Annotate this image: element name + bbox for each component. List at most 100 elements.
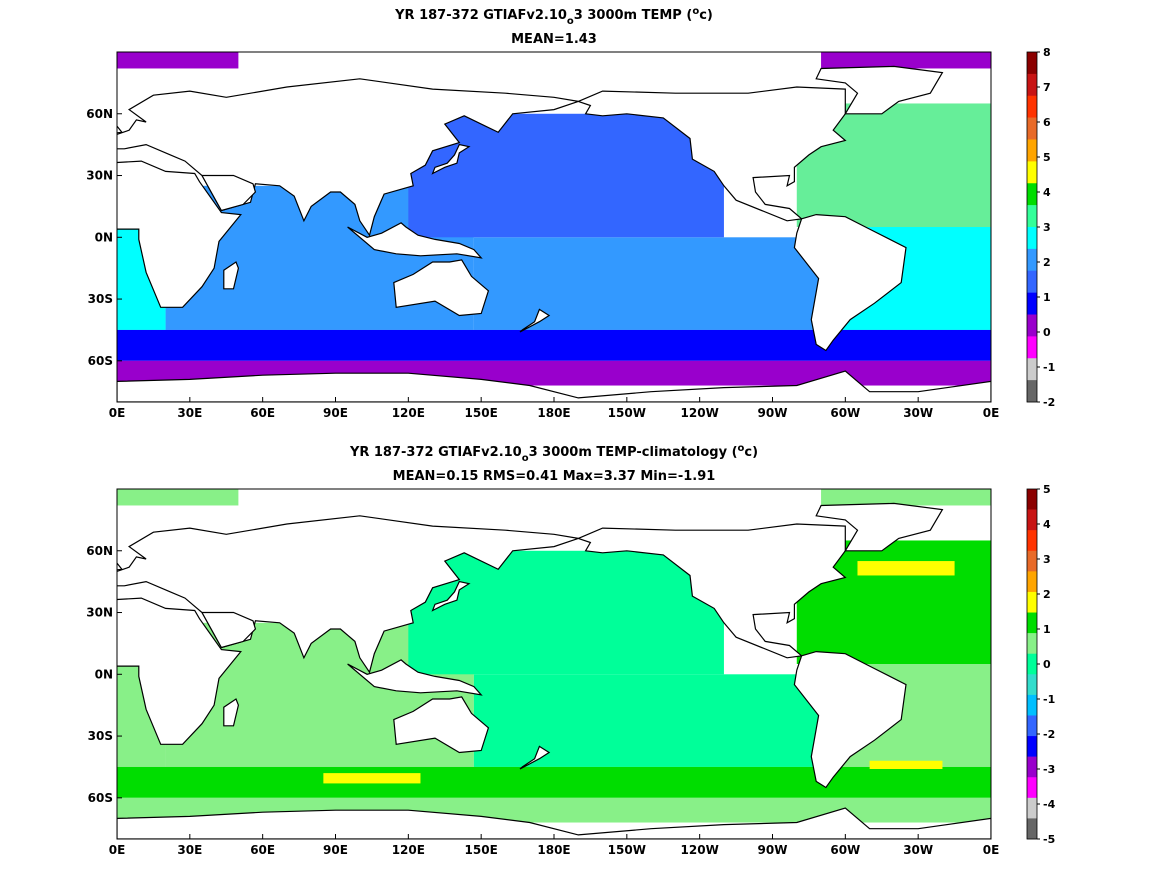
- bottom-colorbar-label: -3: [1043, 763, 1055, 776]
- top-colorbar-swatch: [1027, 336, 1037, 359]
- top-land-australia: [393, 259, 490, 317]
- top-title-line2: MEAN=1.43: [511, 32, 597, 47]
- bottom-xtick-label: 150E: [465, 843, 498, 857]
- top-colorbar-label: -2: [1043, 396, 1055, 409]
- top-land-japan: [431, 143, 471, 175]
- bottom-colorbar-label: 5: [1043, 483, 1051, 496]
- bottom-title-line2: MEAN=0.15 RMS=0.41 Max=3.37 Min=-1.91: [393, 469, 716, 484]
- top-xtick-label: 150W: [608, 406, 646, 420]
- top-colorbar-label: 6: [1043, 116, 1051, 129]
- bottom-ocean-arctic-w: [117, 489, 239, 506]
- top-colorbar-label: -1: [1043, 361, 1055, 374]
- top-colorbar-swatch: [1027, 227, 1037, 250]
- bottom-colorbar-swatch: [1027, 509, 1037, 531]
- top-ocean-pacific-north: [408, 113, 724, 238]
- top-xtick-label: 120E: [392, 406, 425, 420]
- bottom-land-africa: [117, 597, 242, 745]
- bottom-colorbar-label: -2: [1043, 728, 1055, 741]
- top-xtick-label: 30E: [177, 406, 202, 420]
- bottom-xtick-label: 90E: [323, 843, 348, 857]
- top-xtick-label: 60W: [830, 406, 860, 420]
- bottom-ytick-label: 0N: [95, 667, 113, 681]
- bottom-xtick-label: 60E: [250, 843, 275, 857]
- bottom-colorbar-swatch: [1027, 571, 1037, 593]
- bottom-xtick-label: 120W: [681, 843, 719, 857]
- top-ocean-arctic: [821, 52, 991, 69]
- bottom-land-madagascar: [223, 698, 240, 727]
- top-ytick-label: 30N: [86, 169, 113, 183]
- top-xtick-label: 90E: [323, 406, 348, 420]
- bottom-land-greenland: [815, 502, 944, 552]
- top-ytick-label: 0N: [95, 230, 113, 244]
- top-colorbar-swatch: [1027, 358, 1037, 381]
- top-land-south-america: [793, 213, 907, 352]
- top-panel: YR 187-372 GTIAFv2.10o3 3000m TEMP (oc) …: [86, 6, 1055, 420]
- bottom-ocean-pacific-north: [408, 550, 724, 675]
- top-ocean-arctic-w: [117, 52, 239, 69]
- bottom-anomaly-highlight-3: [857, 561, 955, 576]
- bottom-land-uk: [117, 562, 124, 571]
- top-xtick-label: 90W: [758, 406, 788, 420]
- bottom-land-japan: [431, 580, 471, 612]
- bottom-colorbar-swatch: [1027, 756, 1037, 778]
- bottom-colorbar-label: 1: [1043, 623, 1051, 636]
- top-colorbar-swatch: [1027, 380, 1037, 403]
- top-colorbar-label: 4: [1043, 186, 1051, 199]
- bottom-colorbar-swatch: [1027, 777, 1037, 799]
- bottom-xtick-label: 30E: [177, 843, 202, 857]
- bottom-colorbar-label: 2: [1043, 588, 1051, 601]
- bottom-xtick-label: 180E: [537, 843, 570, 857]
- bottom-xtick-label: 0E: [109, 843, 126, 857]
- top-colorbar: 8 7 6 5 4 3 2 1 0 -1 -2: [1026, 46, 1055, 409]
- top-ocean-southern: [117, 329, 991, 361]
- bottom-map: 0E 30E 60E 90E 120E 150E 180E 150W 120W 90W 60W 30W…: [86, 488, 1000, 857]
- top-land-uk: [117, 125, 124, 134]
- top-land-madagascar: [223, 261, 240, 290]
- bottom-land-north-america: [576, 523, 847, 659]
- top-colorbar-swatch: [1027, 314, 1037, 337]
- bottom-colorbar-label: -1: [1043, 693, 1055, 706]
- bottom-colorbar-swatch: [1027, 612, 1037, 634]
- top-colorbar-label: 0: [1043, 326, 1051, 339]
- top-colorbar-swatch: [1027, 205, 1037, 228]
- top-colorbar-swatch: [1027, 139, 1037, 162]
- top-xtick-label: 180E: [537, 406, 570, 420]
- bottom-title-line1: YR 187-372 GTIAFv2.10o3 3000m TEMP-clima…: [349, 443, 758, 464]
- top-colorbar-label: 2: [1043, 256, 1051, 269]
- top-map: 0E 30E 60E 90E 120E 150E 180E 150W 120W 90W 60W 30W…: [86, 51, 1000, 420]
- top-xtick-label: 30W: [903, 406, 933, 420]
- bottom-colorbar-swatch: [1027, 694, 1037, 716]
- bottom-xtick-label: 150W: [608, 843, 646, 857]
- bottom-xtick-label: 0E: [983, 843, 1000, 857]
- top-colorbar-swatch: [1027, 183, 1037, 206]
- top-colorbar-swatch: [1027, 117, 1037, 140]
- bottom-anomaly-highlight-2: [869, 760, 943, 769]
- top-land-arabia-fix: [200, 174, 257, 212]
- top-colorbar-label: 1: [1043, 291, 1051, 304]
- top-colorbar-label: 3: [1043, 221, 1051, 234]
- bottom-colorbar: 5 4 3 2 1 0 -1 -2 -3 -4 -5: [1026, 483, 1056, 846]
- bottom-ocean-arctic: [821, 489, 991, 506]
- bottom-colorbar-swatch: [1027, 530, 1037, 552]
- bottom-ytick-label: 60S: [88, 791, 113, 805]
- top-ytick-label: 60N: [86, 107, 113, 121]
- bottom-xtick-label: 30W: [903, 843, 933, 857]
- top-colorbar-swatch: [1027, 52, 1037, 75]
- top-ocean-pacific-south: [473, 237, 822, 330]
- bottom-anomaly-highlight-1: [323, 773, 421, 784]
- bottom-colorbar-label: 0: [1043, 658, 1051, 671]
- bottom-colorbar-label: 3: [1043, 553, 1051, 566]
- top-xtick-label: 0E: [983, 406, 1000, 420]
- top-land-nz: [519, 308, 551, 333]
- top-xtick-label: 120W: [681, 406, 719, 420]
- top-land-antarctica: [117, 370, 991, 402]
- top-land-greenland: [815, 65, 944, 115]
- bottom-colorbar-swatch: [1027, 736, 1037, 757]
- bottom-colorbar-label: 4: [1043, 518, 1051, 531]
- top-colorbar-label: 5: [1043, 151, 1051, 164]
- bottom-land-antarctica: [117, 807, 991, 839]
- bottom-colorbar-swatch: [1027, 797, 1037, 819]
- bottom-panel: YR 187-372 GTIAFv2.10o3 3000m TEMP-clima…: [86, 443, 1056, 857]
- top-ytick-label: 30S: [88, 292, 113, 306]
- bottom-xtick-label: 60W: [830, 843, 860, 857]
